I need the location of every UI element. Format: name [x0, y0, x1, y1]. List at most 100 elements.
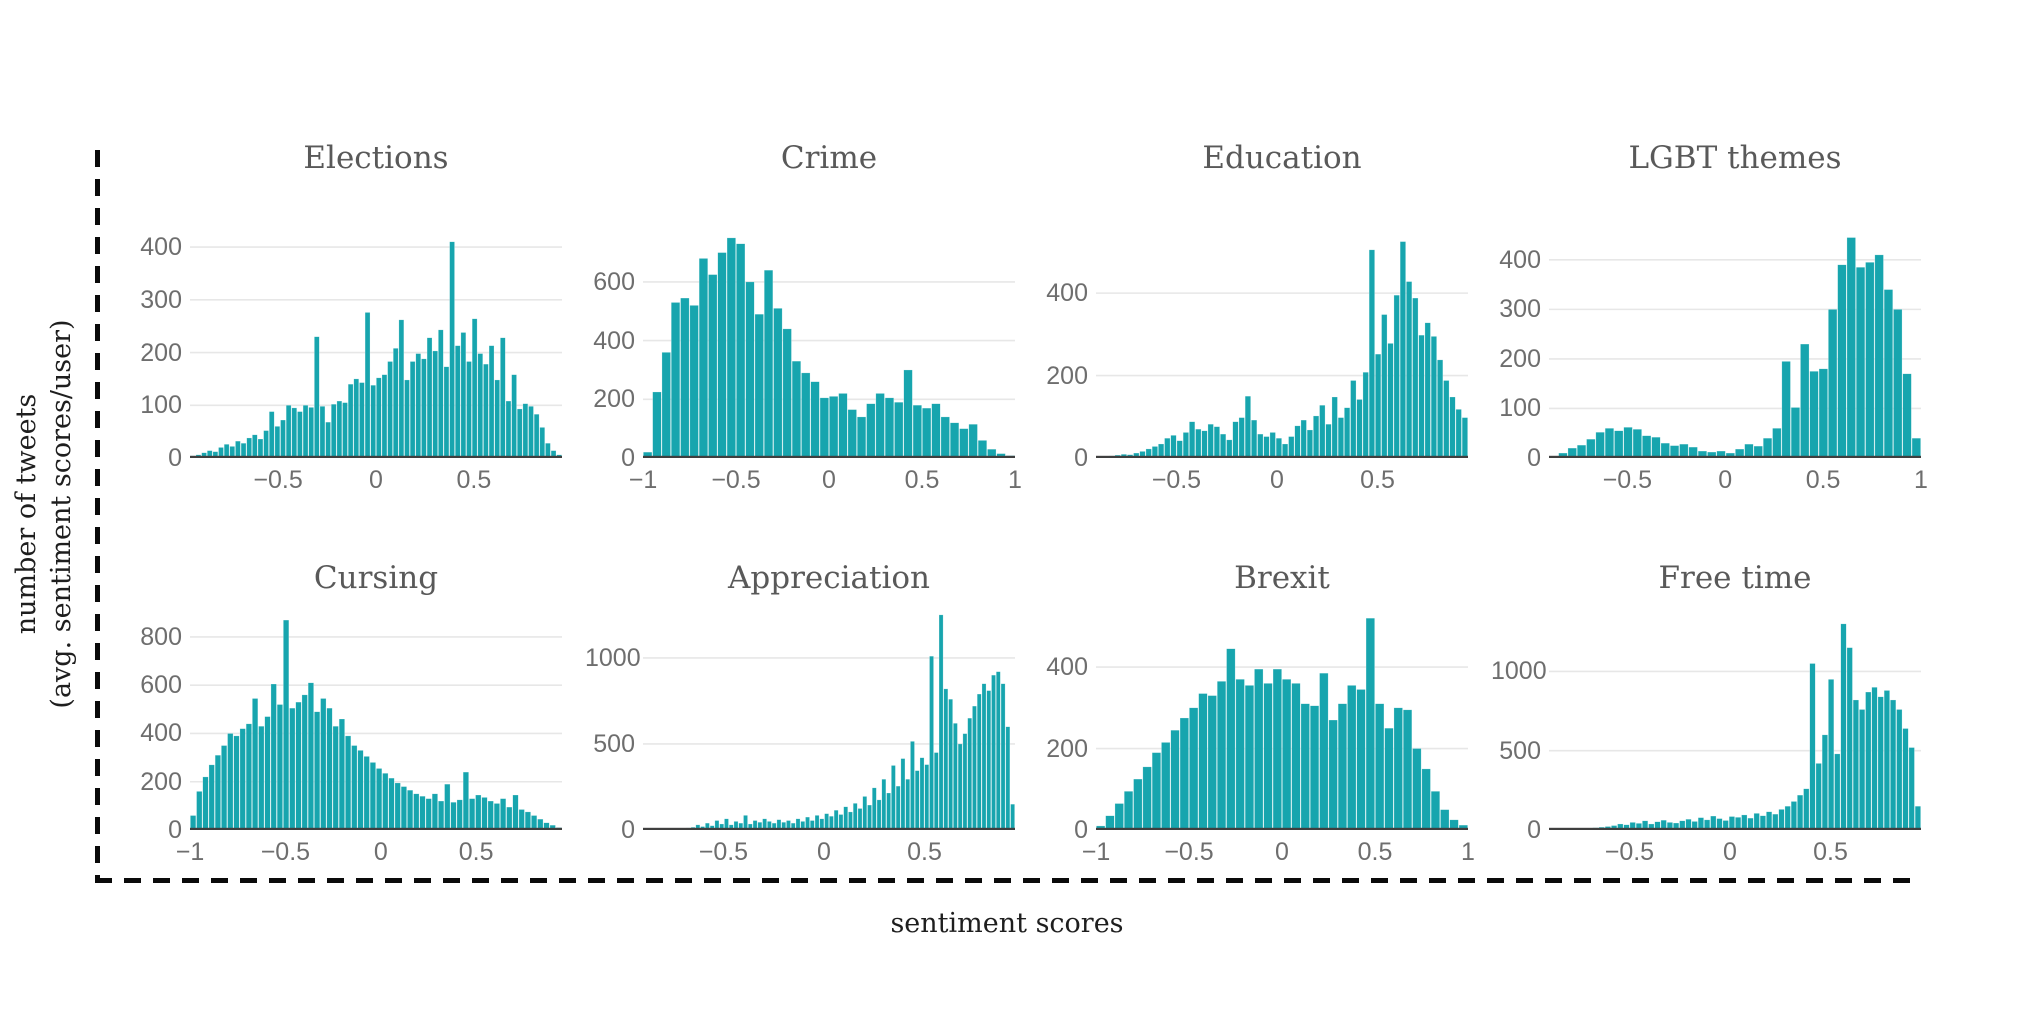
bar	[545, 442, 551, 458]
bar	[1424, 322, 1431, 458]
bar	[364, 312, 371, 458]
bar	[1883, 690, 1890, 830]
bar	[1375, 353, 1382, 458]
bar	[407, 789, 414, 830]
x-tick-label: 0	[1723, 838, 1737, 866]
bar	[895, 785, 901, 830]
bar	[233, 735, 240, 830]
bar	[289, 707, 296, 830]
bar	[285, 405, 292, 458]
bar	[764, 269, 774, 458]
bar	[438, 800, 445, 830]
bar	[1005, 726, 1011, 830]
bar	[1217, 681, 1227, 830]
panel-title: Appreciation	[728, 560, 930, 596]
y-tick-label: 500	[1499, 736, 1541, 765]
bar	[376, 768, 383, 830]
y-tick-label: 200	[140, 767, 182, 796]
x-tick-label: −0.5	[698, 838, 749, 866]
bar	[962, 733, 968, 830]
bar	[1387, 343, 1394, 458]
y-tick-label: 0	[168, 444, 182, 472]
bar	[1288, 436, 1295, 458]
bar	[331, 403, 337, 458]
bar	[745, 281, 755, 458]
bar	[1142, 766, 1152, 830]
histogram-panel-lgbt-themes: LGBT themes 0 100 200 300 400 −0.5 0 0.5 1	[1491, 140, 1941, 560]
bar	[269, 411, 275, 458]
x-axis-line	[190, 455, 562, 458]
bar	[443, 366, 450, 458]
bar	[872, 787, 877, 830]
x-axis-line	[190, 827, 562, 830]
bar	[1399, 241, 1406, 458]
bar	[302, 405, 309, 458]
x-tick-label: 1	[1461, 838, 1475, 866]
bar	[1362, 372, 1369, 458]
bar	[689, 305, 699, 458]
bar	[511, 374, 517, 458]
bar	[1654, 821, 1661, 830]
bar	[1877, 696, 1884, 830]
bar	[852, 803, 858, 830]
x-axis-line	[1549, 827, 1921, 830]
bar	[1856, 267, 1866, 458]
y-tick-label: 400	[140, 719, 182, 748]
bar	[221, 745, 228, 830]
x-tick-label: 0	[817, 838, 831, 866]
x-tick-label: −0.5	[1164, 838, 1214, 866]
bar	[235, 440, 241, 458]
bar	[320, 698, 327, 830]
x-tick-label: 0.5	[904, 466, 940, 494]
bar	[1642, 820, 1649, 830]
bar	[661, 352, 671, 458]
bar	[208, 764, 215, 830]
bar	[1449, 396, 1456, 458]
bar	[314, 336, 320, 458]
bar	[934, 752, 939, 830]
bar	[1852, 699, 1859, 830]
x-tick-label: 0	[1275, 838, 1289, 866]
bar	[1902, 373, 1912, 458]
y-tick-label: 0	[1074, 816, 1088, 844]
histogram-panel-free-time: Free time 0 500 1000 −0.5 0 0.5	[1491, 560, 1941, 980]
bar	[1356, 399, 1363, 458]
panel-title: Free time	[1658, 560, 1812, 596]
bar	[1232, 421, 1239, 458]
bar	[857, 416, 867, 458]
bar	[1781, 361, 1791, 458]
x-tick-label: 0.5	[456, 466, 492, 494]
bar	[1406, 281, 1413, 458]
bar	[239, 728, 246, 830]
bar	[332, 725, 339, 830]
bar	[1753, 813, 1760, 830]
bar	[382, 773, 389, 830]
bar	[291, 407, 297, 458]
bar	[986, 690, 992, 830]
y-tick-label: 200	[1499, 344, 1541, 373]
bar	[1105, 815, 1115, 830]
bar	[1319, 672, 1329, 830]
bar	[524, 811, 531, 830]
bar	[506, 806, 513, 830]
y-tick-label: 0	[621, 444, 635, 472]
bar	[910, 741, 915, 830]
bar	[240, 442, 247, 458]
bar	[1294, 425, 1301, 458]
bar	[847, 409, 857, 458]
bar	[1871, 687, 1878, 830]
bar	[953, 723, 958, 830]
bar	[1728, 816, 1735, 830]
y-tick-label: 1000	[1491, 657, 1547, 686]
bar	[1688, 446, 1698, 458]
bar	[533, 413, 540, 458]
bar	[875, 393, 885, 458]
bar	[500, 337, 506, 458]
bar	[1790, 801, 1797, 830]
bar	[1254, 668, 1264, 830]
bar	[1220, 433, 1227, 458]
bar	[1797, 794, 1804, 830]
histogram-plot	[1549, 237, 1921, 458]
bar	[297, 411, 303, 458]
bar	[1865, 691, 1872, 830]
